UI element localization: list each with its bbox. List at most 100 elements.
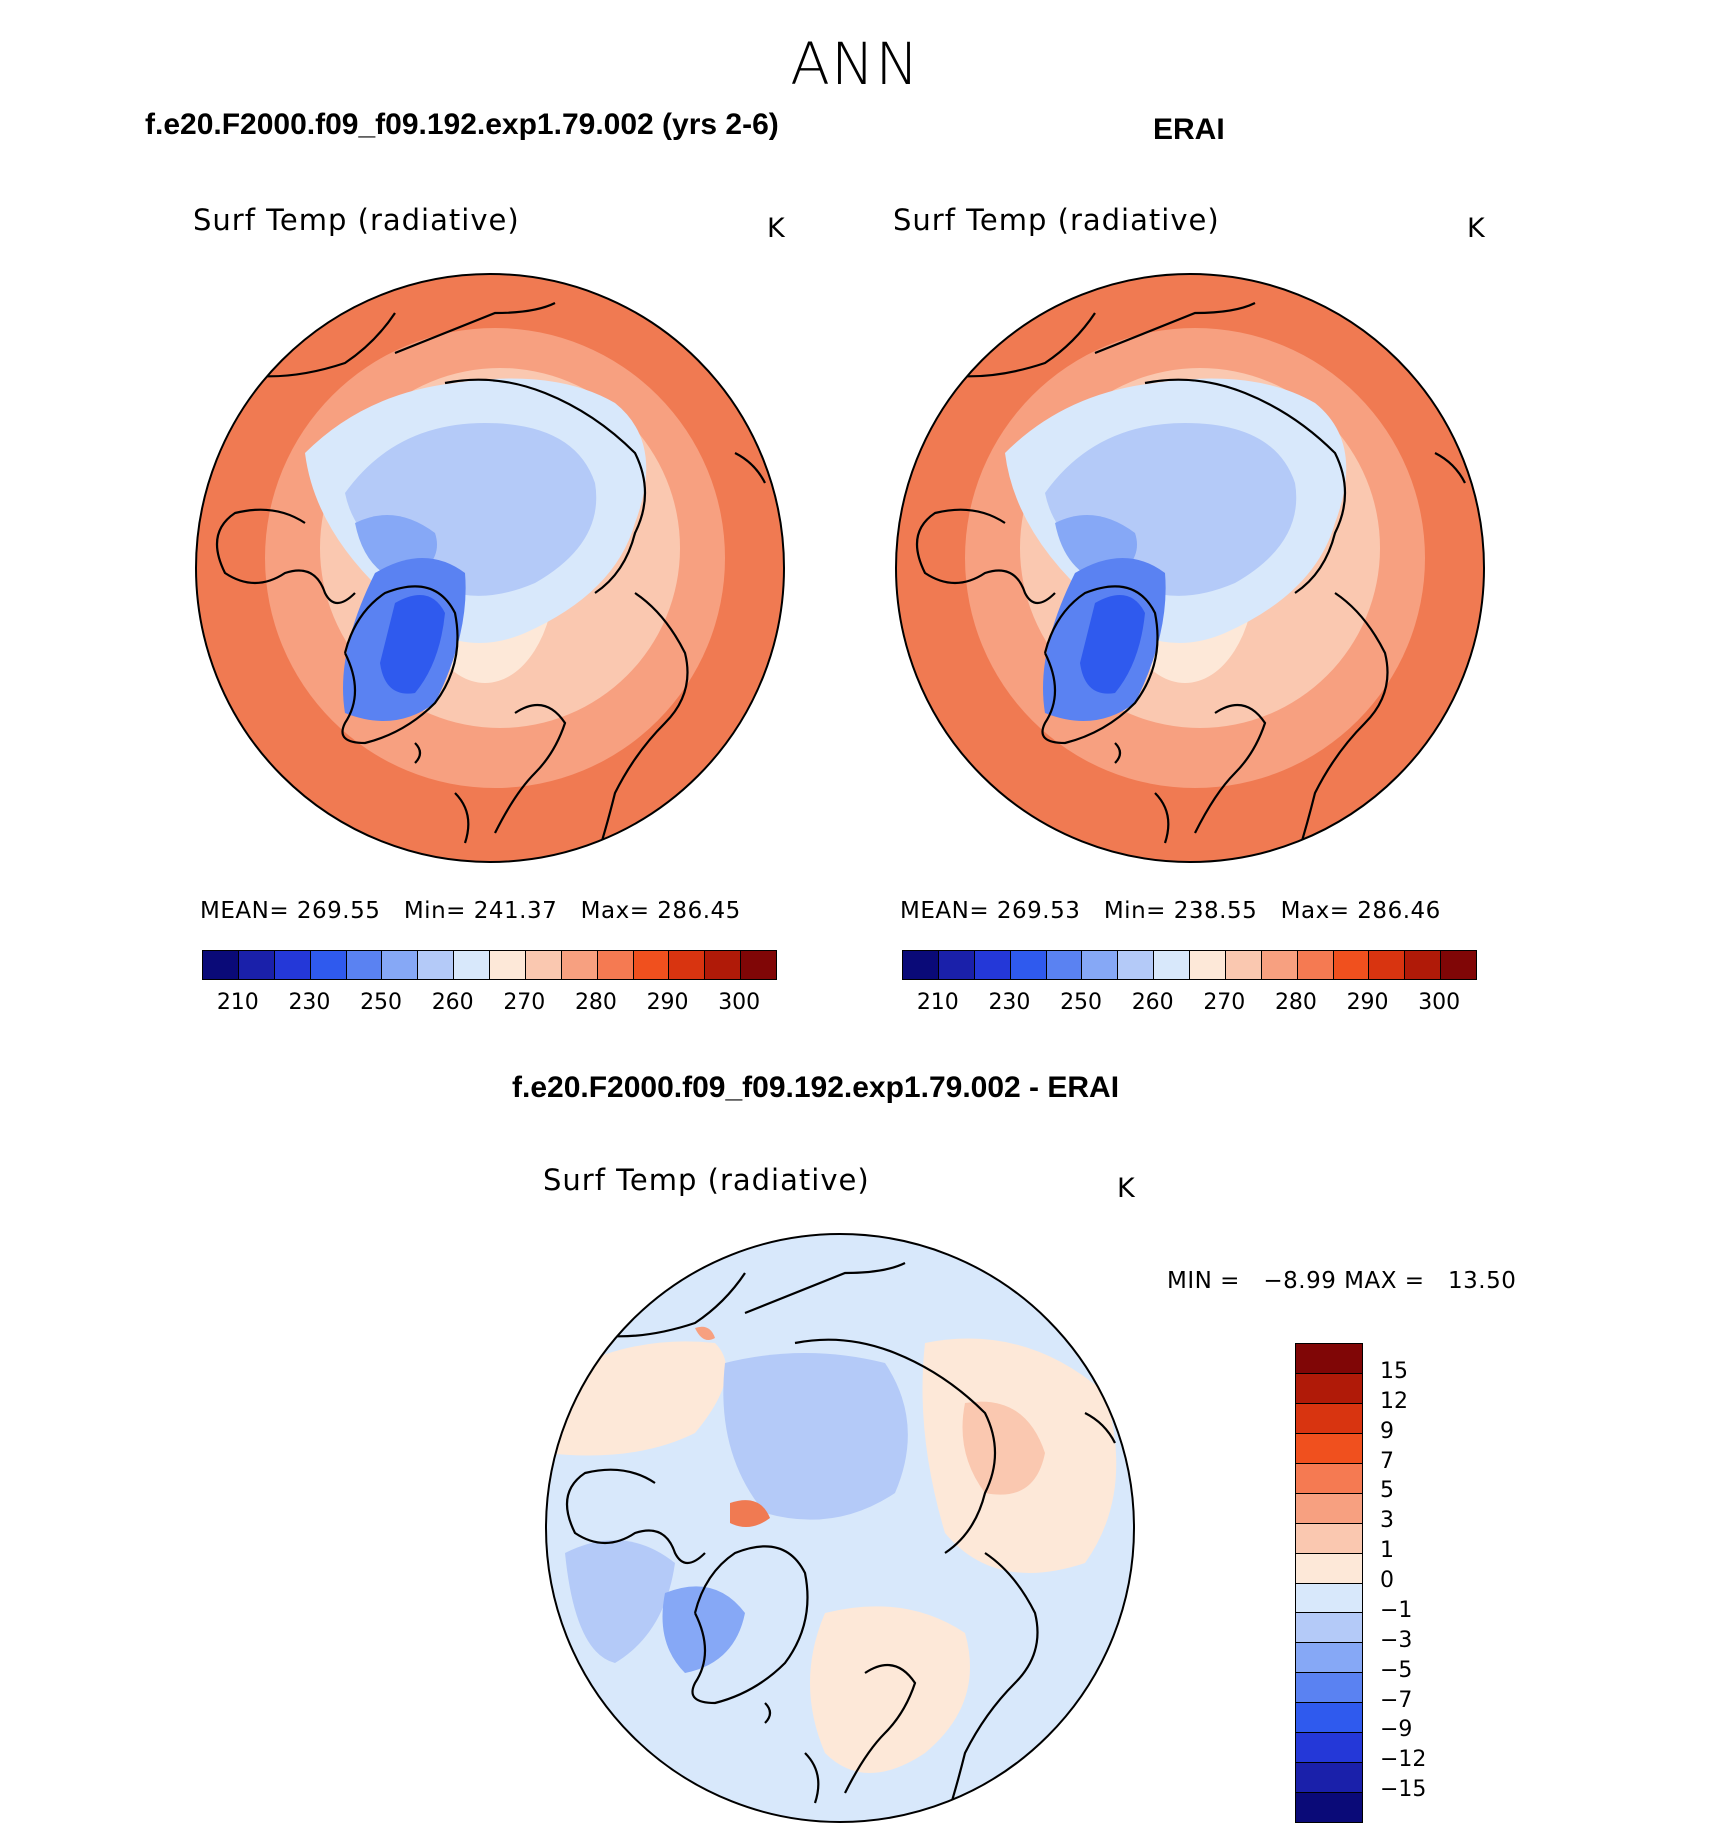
colorbar-tick-label: 12 xyxy=(1380,1388,1408,1414)
coastlines xyxy=(565,1262,1116,1822)
panel-2-variable-label: Surf Temp (radiative) xyxy=(893,203,1220,237)
panel-1-map-boundary xyxy=(195,273,785,863)
colorbar-tick-label: 250 xyxy=(1060,990,1103,1015)
colorbar-tick-label: 15 xyxy=(1380,1358,1408,1384)
min-value: −8.99 xyxy=(1263,1268,1337,1294)
colorbar-swatch xyxy=(1296,1733,1362,1764)
colorbar-swatch xyxy=(1333,951,1370,979)
panel-1-variable-label: Surf Temp (radiative) xyxy=(193,203,520,237)
colorbar-tick-label: 270 xyxy=(503,990,546,1015)
colorbar-tick-label: 1 xyxy=(1380,1538,1394,1564)
colorbar-tick-label: −5 xyxy=(1380,1657,1413,1683)
panel-3-colorbar xyxy=(1295,1343,1363,1823)
mean-value: 269.53 xyxy=(996,898,1081,924)
colorbar-tick-label: 260 xyxy=(1131,990,1174,1015)
colorbar-swatch xyxy=(561,951,598,979)
colorbar-swatch xyxy=(1190,951,1226,979)
colorbar-swatch xyxy=(418,951,455,979)
min-label: MIN = xyxy=(1167,1268,1240,1294)
colorbar-tick-label: 9 xyxy=(1380,1418,1394,1444)
colorbar-swatch xyxy=(1296,1463,1362,1494)
mean-value: 269.55 xyxy=(296,898,381,924)
panel-3-map-boundary xyxy=(545,1233,1135,1823)
warm-anomaly-europe xyxy=(810,1606,970,1773)
colorbar-swatch xyxy=(310,951,347,979)
colorbar-tick-label: 280 xyxy=(1274,990,1317,1015)
season-title: ANN xyxy=(790,30,920,98)
greenland-core xyxy=(380,595,445,694)
colorbar-swatch xyxy=(1296,1403,1362,1434)
colorbar-tick-label: 3 xyxy=(1380,1508,1394,1534)
colorbar-tick-label: −7 xyxy=(1380,1687,1413,1713)
colorbar-tick-label: 7 xyxy=(1380,1448,1394,1474)
mean-label: MEAN= xyxy=(200,898,290,924)
colorbar-swatch xyxy=(974,951,1011,979)
colorbar-swatch xyxy=(633,951,670,979)
colorbar-swatch xyxy=(1296,1493,1362,1524)
colorbar-swatch xyxy=(346,951,383,979)
colorbar-swatch xyxy=(1082,951,1119,979)
colorbar-tick-label: 280 xyxy=(574,990,617,1015)
colorbar-tick-label: 250 xyxy=(360,990,403,1015)
coastlines xyxy=(915,302,1466,862)
colorbar-tick-label: 260 xyxy=(431,990,474,1015)
colorbar-tick-label: 5 xyxy=(1380,1478,1394,1504)
colorbar-swatch xyxy=(705,951,742,979)
colorbar-tick-label: 270 xyxy=(1203,990,1246,1015)
colorbar-swatch xyxy=(741,951,776,979)
colorbar-swatch xyxy=(454,951,490,979)
colorbar-swatch xyxy=(1046,951,1083,979)
panel-2-units-label: K xyxy=(1467,213,1485,244)
colorbar-tick-label: 290 xyxy=(1346,990,1389,1015)
panel-2-stats: MEAN= 269.53 Min= 238.55 Max= 286.46 xyxy=(900,898,1441,924)
panel-1-colorbar xyxy=(202,950,777,980)
colorbar-tick-label: 300 xyxy=(1418,990,1461,1015)
colorbar-swatch xyxy=(1118,951,1155,979)
colorbar-swatch xyxy=(1010,951,1047,979)
panel-2-colorbar xyxy=(902,950,1477,980)
colorbar-swatch xyxy=(1369,951,1406,979)
colorbar-swatch xyxy=(238,951,275,979)
panel-2-polar-map xyxy=(895,273,1485,863)
max-value: 286.46 xyxy=(1357,898,1441,924)
colorbar-swatch xyxy=(1296,1583,1362,1614)
colorbar-swatch xyxy=(1296,1344,1362,1374)
colorbar-swatch xyxy=(903,951,939,979)
colorbar-tick-label: −3 xyxy=(1380,1627,1413,1653)
warm-anomaly-baffin xyxy=(730,1500,770,1527)
colorbar-swatch xyxy=(597,951,634,979)
max-label: Max= xyxy=(580,898,650,924)
colorbar-tick-label: 0 xyxy=(1380,1568,1394,1593)
panel-3-polar-map xyxy=(545,1233,1135,1823)
colorbar-swatch xyxy=(203,951,239,979)
colorbar-swatch xyxy=(525,951,562,979)
colorbar-tick-label: 300 xyxy=(718,990,761,1015)
panel-3-stats: MIN = −8.99 MAX = 13.50 xyxy=(1167,1268,1516,1294)
colorbar-tick-label: −12 xyxy=(1380,1747,1427,1773)
colorbar-swatch xyxy=(1296,1763,1362,1794)
colorbar-tick-label: 210 xyxy=(916,990,959,1015)
colorbar-swatch xyxy=(1441,951,1476,979)
min-value: 238.55 xyxy=(1173,898,1258,924)
panel-1-units-label: K xyxy=(767,213,785,244)
colorbar-tick-label: 230 xyxy=(988,990,1031,1015)
max-value: 286.45 xyxy=(657,898,741,924)
colorbar-swatch xyxy=(938,951,975,979)
min-label: Min= xyxy=(403,898,466,924)
colorbar-swatch xyxy=(1261,951,1298,979)
colorbar-swatch xyxy=(669,951,706,979)
colorbar-tick-label: 230 xyxy=(288,990,331,1015)
colorbar-swatch xyxy=(1296,1703,1362,1734)
colorbar-swatch xyxy=(1296,1553,1362,1584)
cool-anomaly-canada xyxy=(565,1540,675,1663)
max-label: Max= xyxy=(1280,898,1350,924)
colorbar-swatch xyxy=(1296,1793,1362,1822)
min-value: 241.37 xyxy=(473,898,558,924)
colorbar-tick-label: −9 xyxy=(1380,1717,1413,1743)
panel-2-map-boundary xyxy=(895,273,1485,863)
panel-1-polar-map xyxy=(195,273,785,863)
warm-anomaly-siberia-core xyxy=(962,1401,1045,1495)
panel-1-stats: MEAN= 269.55 Min= 241.37 Max= 286.45 xyxy=(200,898,741,924)
max-value: 13.50 xyxy=(1448,1268,1517,1294)
colorbar-swatch xyxy=(1154,951,1190,979)
